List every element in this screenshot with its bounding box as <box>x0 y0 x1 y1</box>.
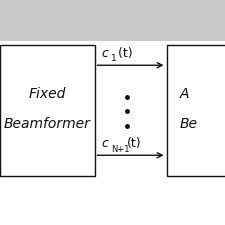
Text: c: c <box>101 47 108 60</box>
Text: Be: Be <box>180 117 198 131</box>
Text: Fixed: Fixed <box>29 88 66 101</box>
Text: (t): (t) <box>127 137 142 150</box>
Bar <box>166 45 225 176</box>
Bar <box>0 0 225 40</box>
Text: A: A <box>180 88 189 101</box>
Text: 1: 1 <box>111 54 117 63</box>
Text: N+1: N+1 <box>111 145 129 154</box>
Text: (t): (t) <box>114 47 133 60</box>
Text: c: c <box>101 137 108 150</box>
Bar <box>0 45 94 176</box>
Text: Beamformer: Beamformer <box>4 117 91 131</box>
